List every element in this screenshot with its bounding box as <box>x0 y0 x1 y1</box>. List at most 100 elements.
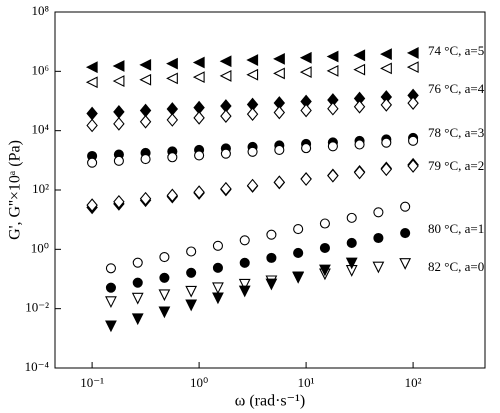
data-point <box>266 252 277 263</box>
data-point <box>112 60 125 72</box>
annotation: 74 °C, a=5 <box>428 43 484 58</box>
data-point <box>139 58 152 71</box>
data-point <box>265 278 278 291</box>
x-tick-label: 10⁻¹ <box>80 375 104 390</box>
x-tick-label: 10¹ <box>298 375 315 390</box>
data-point <box>140 154 151 165</box>
data-point <box>166 57 178 70</box>
x-tick-label: 10² <box>405 375 422 390</box>
y-tick-label: 10⁶ <box>31 62 49 77</box>
data-point <box>192 56 205 69</box>
data-point <box>319 218 330 229</box>
data-point <box>354 139 365 150</box>
data-point <box>113 194 125 209</box>
data-point <box>166 188 179 203</box>
data-point <box>159 272 170 283</box>
data-point <box>273 67 285 80</box>
data-point <box>273 52 285 65</box>
data-point <box>400 201 411 212</box>
y-tick-label: 10⁻² <box>25 300 49 315</box>
data-point <box>220 181 232 196</box>
data-point <box>239 235 250 246</box>
data-point <box>246 68 259 81</box>
data-point <box>319 264 331 277</box>
data-point <box>139 103 152 118</box>
data-point <box>273 105 286 120</box>
data-point <box>266 229 277 240</box>
data-point <box>112 75 125 87</box>
y-tick-label: 10⁴ <box>31 122 49 137</box>
data-point <box>345 257 358 270</box>
data-point <box>132 257 143 268</box>
data-point <box>219 70 232 82</box>
data-point <box>105 263 116 274</box>
data-point <box>166 72 178 85</box>
data-point <box>408 135 419 146</box>
data-point <box>353 165 366 180</box>
data-point <box>139 191 152 206</box>
data-point <box>299 51 312 64</box>
data-point <box>246 178 259 193</box>
annotation: 82 °C, a=0 <box>428 259 484 274</box>
data-point <box>105 282 116 293</box>
data-point <box>159 252 170 263</box>
data-point <box>238 278 251 291</box>
data-point <box>406 47 419 59</box>
data-point <box>399 258 412 270</box>
y-tick-label: 10⁸ <box>31 3 49 18</box>
data-point <box>167 152 178 163</box>
data-point <box>300 103 312 118</box>
data-point <box>327 141 338 152</box>
data-point <box>301 143 312 154</box>
annotation: 76 °C, a=4 <box>428 81 485 96</box>
y-tick-label: 10⁻⁴ <box>25 359 50 374</box>
data-point <box>238 285 251 298</box>
data-point <box>158 306 171 319</box>
data-point <box>353 99 366 114</box>
data-point <box>300 172 312 186</box>
data-point <box>186 246 197 257</box>
data-point <box>166 113 179 127</box>
data-point <box>346 212 357 223</box>
y-axis-label: G', G''×10ᵃ (Pa) <box>7 140 24 240</box>
data-point <box>85 76 98 89</box>
data-point <box>299 66 312 79</box>
data-point <box>132 277 143 288</box>
x-axis-label: ω (rad·s⁻¹) <box>235 393 305 410</box>
data-point <box>139 114 152 129</box>
data-point <box>105 320 117 333</box>
data-point <box>407 159 419 173</box>
data-point <box>105 296 117 309</box>
data-point <box>219 55 232 68</box>
data-point <box>380 162 393 177</box>
data-point <box>87 157 98 168</box>
data-point <box>372 261 385 274</box>
data-point <box>406 61 419 73</box>
data-point <box>319 242 330 254</box>
annotation: 78 °C, a=3 <box>428 125 484 140</box>
data-point <box>113 116 125 131</box>
data-point <box>246 54 259 66</box>
data-point <box>239 257 250 268</box>
data-point <box>193 185 205 199</box>
annotation: 80 °C, a=1 <box>428 221 484 236</box>
data-point <box>381 137 392 148</box>
y-tick-label: 10⁰ <box>31 240 49 255</box>
data-point <box>186 267 197 278</box>
data-point <box>373 232 384 244</box>
data-point <box>380 48 392 61</box>
data-point <box>293 224 304 235</box>
data-point <box>212 282 224 295</box>
data-point <box>139 73 152 86</box>
data-point <box>274 144 285 155</box>
x-tick-label: 10⁰ <box>190 375 208 390</box>
data-point <box>212 262 223 273</box>
data-point <box>380 98 393 112</box>
data-point <box>131 292 144 305</box>
data-point <box>86 198 98 212</box>
data-point <box>353 49 366 62</box>
data-point <box>131 313 144 326</box>
data-point <box>212 292 224 305</box>
data-point <box>212 240 223 251</box>
